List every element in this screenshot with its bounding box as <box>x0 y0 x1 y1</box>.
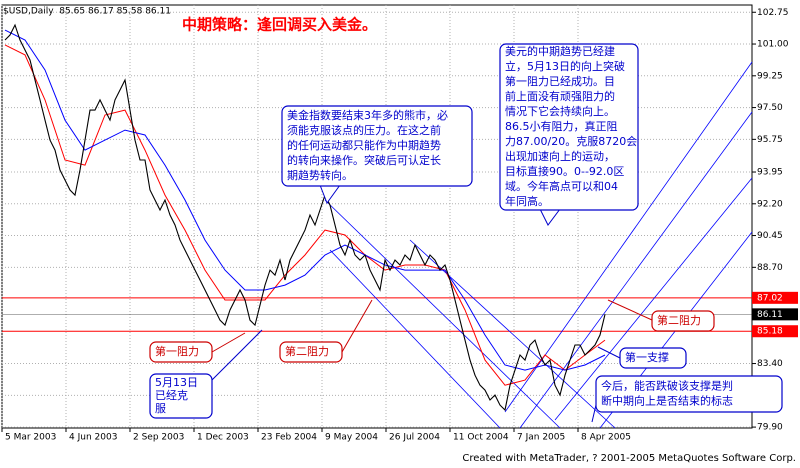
annotation-box <box>595 375 783 413</box>
annotation-text: 第二阻力 <box>657 313 701 327</box>
x-tick-label: 1 Dec 2003 <box>197 433 249 443</box>
x-tick-label: 8 Apr 2005 <box>581 433 631 443</box>
annotation-text: 第二阻力 <box>285 344 329 358</box>
y-tick-label: 101.00 <box>757 40 789 50</box>
chart-header: $USD,Daily 85.65 86.17 85.58 86.11 <box>3 7 171 17</box>
connector <box>341 299 373 353</box>
x-tick-label: 11 Oct 2004 <box>453 433 509 443</box>
connector <box>597 346 621 359</box>
annotation-text: 的转向来操作。突破后可认定长 <box>287 153 441 167</box>
x-tick-label: 5 Mar 2003 <box>5 433 56 443</box>
annotation-text: 前上面没有顽强阻力的 <box>505 89 615 103</box>
annotation-text: 86.5小有阻力，真正阻 <box>505 119 618 133</box>
x-tick-label: 23 Feb 2004 <box>261 433 317 443</box>
y-tick-label: 93.95 <box>757 168 783 178</box>
annotation-text: 美元的中期趋势已经建 <box>505 44 615 58</box>
annotation-box <box>149 373 213 419</box>
annotation-text: 须能克服该点的压力。在这之前 <box>287 123 441 137</box>
y-tick-label: 95.75 <box>757 135 783 145</box>
trendline <box>329 249 501 429</box>
annotation-text: 5月13日 <box>155 376 198 389</box>
level-label: 87.02 <box>757 293 783 303</box>
annotation-text: 年同高。 <box>505 194 549 208</box>
connector <box>211 329 263 381</box>
annotation-text: 今后，能否跌破该支撑是判 <box>601 379 733 393</box>
annotation-text: 第一阻力 <box>155 344 199 358</box>
footer: Created with MetaTrader, ? 2001-2005 Met… <box>462 453 796 464</box>
annotation-text: 出现加速向上的运动， <box>505 149 615 163</box>
y-tick-label: 92.20 <box>757 199 783 209</box>
chart-title: 中期策略：逢回调买入美金。 <box>182 16 377 34</box>
connector <box>211 332 246 353</box>
trendline <box>504 61 753 413</box>
x-tick-label: 2 Sep 2003 <box>133 433 184 443</box>
y-tick-label: 83.40 <box>757 359 783 369</box>
x-tick-label: 7 Jan 2005 <box>517 433 565 443</box>
level-label: 86.11 <box>757 310 783 320</box>
annotation-text: 第一阻力已经成功。目 <box>505 74 615 88</box>
level-box <box>752 308 798 321</box>
price-line <box>4 44 606 386</box>
annotation-text: 服 <box>155 402 166 415</box>
y-tick-label: 88.70 <box>757 263 783 273</box>
y-tick-label: 97.50 <box>757 103 783 113</box>
annotation-text: 第一支撑 <box>625 350 669 364</box>
annotation-text: 美金指数要结束3年多的熊市，必 <box>287 108 448 122</box>
price-line <box>4 23 606 412</box>
annotation-box <box>281 105 473 187</box>
level-box <box>752 291 798 304</box>
level-box <box>752 325 798 338</box>
annotation-text: 已经克 <box>155 389 188 402</box>
annotation-box <box>279 341 343 363</box>
annotation-text: 域。今年高点可以和04 <box>505 179 618 193</box>
annotation-box <box>619 347 687 369</box>
annotation-box <box>651 310 715 332</box>
annotation-text: 力87.00/20。克服8720会 <box>505 135 637 148</box>
price-line <box>4 29 606 371</box>
x-tick-label: 4 Jun 2003 <box>69 433 117 443</box>
y-tick-label: 99.25 <box>757 71 783 81</box>
annotation-text: 期趋势转向。 <box>287 168 353 182</box>
connector <box>607 299 653 321</box>
level-label: 85.18 <box>757 327 783 337</box>
annotation-text: 断中期向上是否结束的标志 <box>601 394 733 408</box>
annotation-text: 立，5月13日的向上突破 <box>505 59 625 73</box>
x-tick-label: 9 May 2004 <box>325 433 378 443</box>
annotation-text: 的任何运动都只能作为中期趋势 <box>287 138 441 152</box>
y-tick-label: 79.90 <box>757 423 783 433</box>
trendline <box>554 177 753 421</box>
y-tick-label: 90.45 <box>757 231 783 241</box>
x-tick-label: 26 Jul 2004 <box>389 433 440 443</box>
annotation-box <box>149 341 213 363</box>
trendline <box>519 111 753 429</box>
connector <box>591 404 597 423</box>
annotation-text: 情况下它会持续向上。 <box>505 104 615 118</box>
y-tick-label: 102.75 <box>757 8 789 18</box>
trendline <box>409 239 616 429</box>
annotation-text: 目标直接90。0--92.0区 <box>505 164 624 178</box>
annotation-box <box>499 43 639 211</box>
